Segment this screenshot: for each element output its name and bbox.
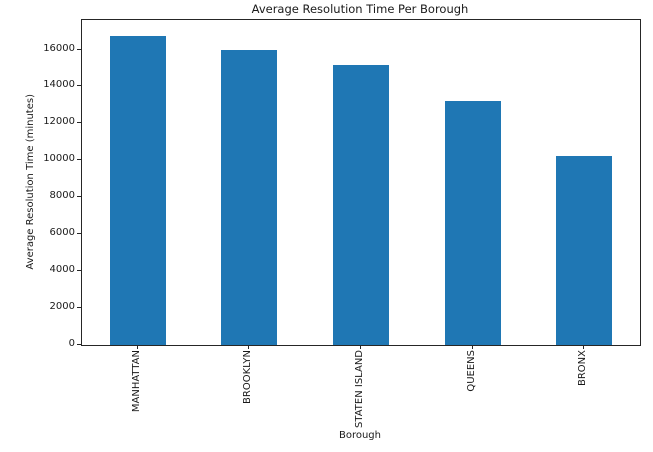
y-tick-label: 4000	[49, 264, 75, 275]
plot-area	[81, 19, 641, 346]
y-tick-label: 6000	[49, 227, 75, 238]
x-tick-mark	[137, 345, 138, 349]
x-tick-label: STATEN ISLAND	[354, 350, 365, 428]
y-tick-label: 10000	[43, 153, 75, 164]
x-tick-label: QUEENS	[466, 350, 477, 392]
y-tick-label: 12000	[43, 116, 75, 127]
x-tick-label: MANHATTAN	[131, 350, 142, 413]
y-tick-mark	[77, 307, 81, 308]
y-tick-label: 16000	[43, 43, 75, 54]
y-tick-label: 8000	[49, 190, 75, 201]
x-tick-mark	[248, 345, 249, 349]
y-tick-mark	[77, 122, 81, 123]
y-axis-label-wrap: Average Resolution Time (minutes)	[24, 19, 38, 344]
bar	[445, 101, 501, 345]
y-tick-mark	[77, 270, 81, 271]
bar	[556, 156, 612, 345]
bar	[221, 50, 277, 345]
y-tick-mark	[77, 159, 81, 160]
y-tick-mark	[77, 233, 81, 234]
y-tick-mark	[77, 196, 81, 197]
y-tick-mark	[77, 85, 81, 86]
x-tick-mark	[472, 345, 473, 349]
y-tick-mark	[77, 344, 81, 345]
y-tick-mark	[77, 49, 81, 50]
bar	[110, 36, 166, 345]
x-tick-mark	[360, 345, 361, 349]
chart-title: Average Resolution Time Per Borough	[251, 2, 469, 16]
y-tick-label: 14000	[43, 79, 75, 90]
x-tick-label: BROOKLYN	[242, 350, 253, 404]
x-tick-label: BRONX	[577, 350, 588, 387]
x-tick-mark	[583, 345, 584, 349]
y-tick-label: 2000	[49, 301, 75, 312]
y-tick-label: 0	[68, 338, 75, 349]
bar	[333, 65, 389, 345]
x-axis-label: Borough	[338, 430, 381, 441]
